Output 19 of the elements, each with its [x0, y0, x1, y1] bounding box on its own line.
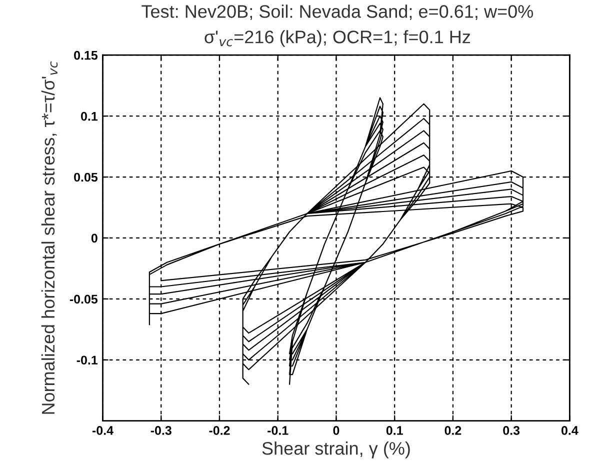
- y-tick-label: 0.15: [74, 50, 98, 60]
- x-tick-label: -0.1: [268, 426, 288, 435]
- x-axis-title: Shear strain, γ (%): [262, 442, 410, 458]
- chart-subtitle: σ'$_{vc}$=216 (kPa); OCR=1; f=0.1 Hz: [204, 30, 470, 47]
- y-tick-label: -0.1: [76, 356, 98, 365]
- x-tick-label: 0.4: [562, 426, 578, 435]
- x-tick-label: -0.3: [150, 426, 172, 435]
- x-tick-label: 0: [333, 426, 340, 435]
- x-tick-label: -0.2: [209, 426, 230, 435]
- y-tick-label: 0: [91, 234, 98, 243]
- x-tick-label: 0.3: [503, 426, 520, 435]
- y-tick-label: 0.1: [81, 112, 98, 121]
- x-tick-label: -0.4: [92, 426, 114, 435]
- x-tick-label: 0.2: [444, 426, 462, 435]
- x-tick-label: 0.1: [386, 426, 403, 435]
- y-tick-label: -0.05: [70, 294, 98, 304]
- y-axis-title: Normalized horizontal shear stress, τ*=τ/σ'$_{vc}$: [41, 61, 58, 414]
- y-tick-label: 0.05: [74, 172, 98, 182]
- chart-title: Test: Nev20B; Soil: Nevada Sand; e=0.61; w=0%: [142, 4, 534, 20]
